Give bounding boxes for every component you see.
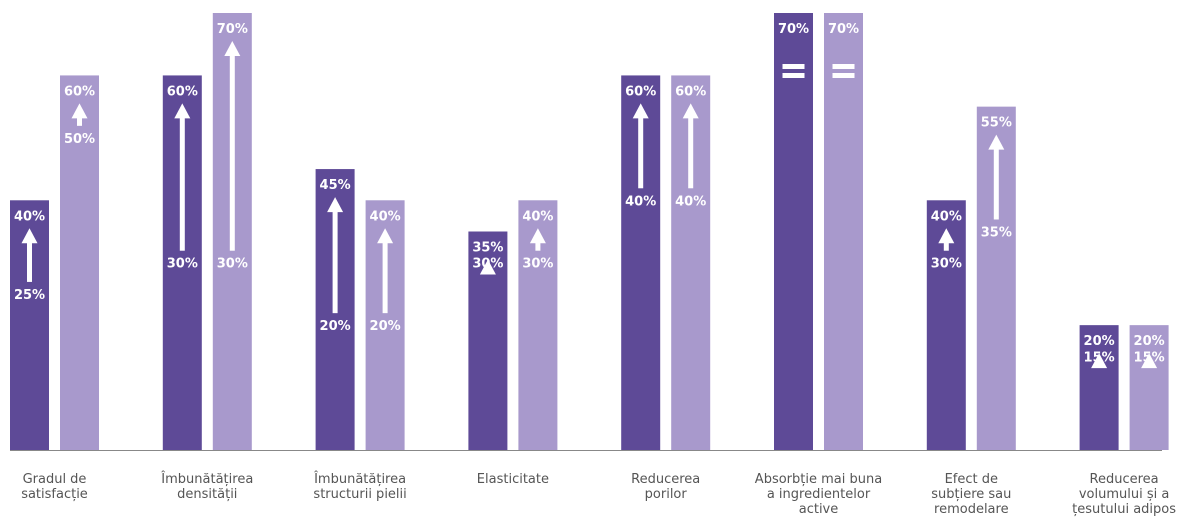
arrow-shaft	[638, 117, 644, 189]
up-arrow-icon	[632, 103, 649, 119]
bar-value-label: 40%	[522, 209, 553, 224]
category-label: Reducerea	[1090, 472, 1159, 487]
up-arrow-icon	[682, 103, 699, 119]
bar-value-label: 70%	[217, 22, 248, 37]
category-label: satisfacție	[21, 487, 88, 502]
bar-start-label: 30%	[167, 257, 198, 272]
up-arrow-icon	[1091, 353, 1108, 369]
bar-start-label: 50%	[64, 132, 95, 147]
up-arrow-icon	[377, 228, 394, 244]
category-label: Efect de	[945, 472, 998, 487]
equal-bar	[782, 73, 805, 78]
arrow-shaft	[382, 242, 388, 314]
up-arrow-icon	[938, 228, 955, 244]
equal-icon	[832, 64, 855, 78]
equal-bar	[782, 64, 805, 69]
bar-value-label: 70%	[778, 22, 809, 37]
up-arrow-icon	[174, 103, 191, 119]
up-arrow-icon	[1141, 353, 1158, 369]
arrow-shaft	[332, 211, 338, 314]
arrow-shaft	[179, 117, 185, 251]
arrow-shaft	[27, 242, 32, 282]
category-label: subțiere sau	[931, 487, 1011, 502]
bar	[1129, 325, 1169, 450]
bar-start-label: 40%	[625, 194, 656, 209]
arrow-shaft	[993, 148, 999, 220]
bar-value-label: 20%	[1134, 334, 1165, 349]
bar-start-label: 40%	[675, 194, 706, 209]
up-arrow-icon	[71, 103, 88, 119]
category-label: Îmbunătățirea	[160, 471, 253, 487]
bar-value-label: 60%	[167, 84, 198, 99]
bar-value-label: 35%	[472, 241, 503, 256]
bar-value-label: 45%	[320, 178, 351, 193]
category-label: densității	[177, 487, 237, 502]
arrow-shaft	[77, 117, 82, 126]
bar-value-label: 40%	[14, 209, 45, 224]
bar-value-label: 60%	[625, 84, 656, 99]
up-arrow-icon	[327, 197, 344, 213]
bar	[1079, 325, 1119, 450]
bar-value-label: 60%	[675, 84, 706, 99]
category-label: remodelare	[934, 502, 1009, 517]
category-label: țesutului adipos	[1072, 502, 1176, 517]
category-label: structurii pielii	[313, 487, 406, 502]
category-label: Reducerea	[631, 472, 700, 487]
bar-value-label: 70%	[828, 22, 859, 37]
arrow-shaft	[229, 55, 235, 251]
up-arrow-icon	[529, 228, 546, 244]
category-label: Îmbunătățirea	[313, 471, 406, 487]
up-arrow-icon	[479, 259, 496, 275]
bar	[60, 75, 99, 450]
category-label: Elasticitate	[477, 472, 549, 487]
bar-start-label: 15%	[1134, 350, 1165, 365]
bar-value-label: 40%	[931, 209, 962, 224]
category-label: volumului și a	[1079, 487, 1169, 502]
bar-start-label: 30%	[522, 257, 553, 272]
category-label: active	[799, 502, 839, 517]
equal-bar	[832, 73, 855, 78]
category-label: Absorbție mai buna	[755, 472, 882, 487]
bar-start-label: 20%	[370, 319, 401, 334]
bar	[824, 13, 863, 450]
up-arrow-icon	[224, 41, 241, 56]
bar-start-label: 25%	[14, 288, 45, 303]
bar-value-label: 60%	[64, 84, 95, 99]
arrow-shaft	[535, 242, 541, 251]
bar-value-label: 40%	[370, 209, 401, 224]
bar-start-label: 15%	[1084, 350, 1115, 365]
bar-start-label: 30%	[217, 257, 248, 272]
bar-start-label: 20%	[320, 319, 351, 334]
category-label: a ingredientelor	[767, 487, 871, 502]
bar-value-label: 55%	[981, 116, 1012, 131]
bar-start-label: 35%	[981, 226, 1012, 241]
bar	[774, 13, 813, 450]
category-label: porilor	[645, 487, 688, 502]
arrow-shaft	[943, 242, 949, 251]
bar-start-label: 30%	[472, 257, 503, 272]
category-label: Gradul de	[23, 472, 87, 487]
bar-group: 35%30%40%30%Elasticitate	[468, 200, 558, 487]
arrow-shaft	[688, 117, 694, 189]
bar-value-label: 20%	[1084, 334, 1115, 349]
up-arrow-icon	[21, 228, 38, 244]
bar-start-label: 30%	[931, 257, 962, 272]
equal-bar	[832, 64, 855, 69]
up-arrow-icon	[988, 134, 1005, 150]
equal-icon	[782, 64, 805, 78]
